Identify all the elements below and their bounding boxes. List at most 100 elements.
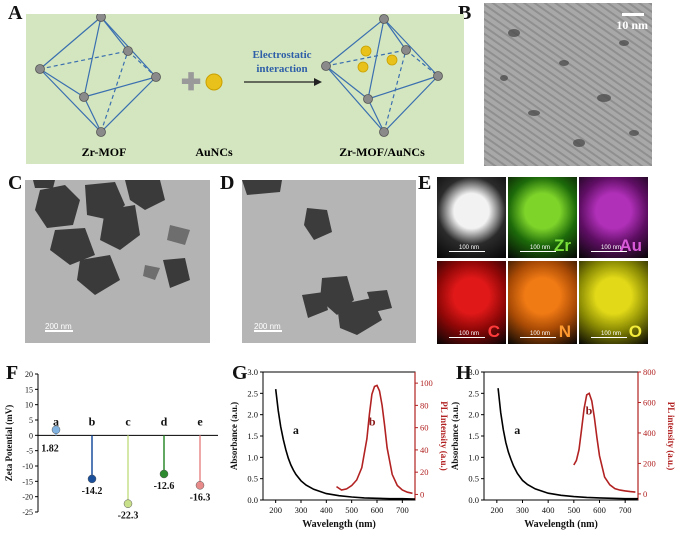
hrtem-texture [484,3,652,166]
bar-marker [51,425,61,435]
y-tick-label: 10 [25,401,33,410]
y-tick-label: 15 [25,385,33,394]
eds-mapping-grid: 100 nm Zr 100 nm Au 100 nm C 100 nm N 10… [437,177,648,344]
panel-label-h: H [456,362,472,384]
zr-mof-nodes [35,12,161,137]
arrow-head-icon [314,78,322,86]
eds-scale-bar [591,251,627,252]
y-tick-label-left: 2.5 [468,388,479,398]
y-axis-label-right: PL Intensity (a.u.) [439,401,449,471]
eds-scale-text: 100 nm [601,245,622,251]
value-label: -16.3 [190,492,211,503]
y-tick-label-right: 80 [420,400,429,410]
absorbance-pl-chart-g: 200 300 400 500 600 700 0.0 0.5 1.0 1.5 2.0 2.5 3.0 0… [229,367,449,530]
y-axis-label: Zeta Potential (mV) [4,405,14,481]
value-label: -22.3 [118,511,139,522]
y-tick-label-left: 3.0 [247,367,258,377]
y-tick-label-left: 0.0 [247,495,258,505]
x-tick-label: 600 [371,505,384,515]
y-tick-label-left: 1.0 [468,452,479,462]
plot-frame [483,371,639,501]
series-label-a: a [293,423,299,437]
eds-tile-label: C [487,322,500,341]
y-tick-label-left: 1.5 [468,431,479,441]
y-tick-label: 5 [29,416,33,425]
series-line-b [336,384,413,495]
zr-mof-label: Zr-MOF [82,145,127,159]
panel-label-d: D [220,172,235,194]
category-label: a [53,414,59,428]
y-tick-label-left: 2.0 [468,410,479,420]
eds-scale-bar [449,337,485,338]
eds-scale-bar [520,251,556,252]
y-tick-label-right: 60 [420,423,429,433]
eds-scale-text: 100 nm [530,331,551,337]
x-tick-label: 400 [320,505,333,515]
y-tick-label-left: 2.5 [247,388,258,398]
eds-tile-label: Au [619,236,642,255]
y-tick-label-right: 100 [420,378,433,388]
eds-scale-bar [520,337,556,338]
x-tick-label: 300 [516,505,529,515]
hrtem-image: 10 nm [484,3,652,166]
y-tick-label: -15 [22,477,33,486]
x-tick-label: 300 [295,505,308,515]
eds-scale-bar [591,337,627,338]
eds-scale-text: 100 nm [459,331,480,337]
zeta-potential-chart: 20 15 10 5 0 -5 -10 -15 -20 -25 Zeta Potential (mV… [4,370,218,522]
panel-label-e: E [418,172,432,194]
x-tick-label: 500 [345,505,358,515]
c-scale-bar [45,330,73,332]
bar-marker [159,469,169,479]
eds-scale-text: 100 nm [601,331,622,337]
product-octahedron [325,18,439,133]
eds-tile-n: N 100 nm [508,261,577,344]
eds-scale-bar [449,251,485,252]
panel-label-f: F [6,362,19,384]
aunc-particle [205,73,223,91]
series-label-b: b [586,404,593,418]
eds-tile-label: N [558,322,571,341]
value-label: -14.2 [82,486,103,497]
d-scale-text: 200 nm [254,322,281,331]
c-scale-text: 200 nm [45,322,72,331]
eds-tile-o: O 100 nm [579,261,648,344]
x-tick-label: 600 [593,505,606,515]
bar-marker [87,474,97,484]
y-axis-label-right: PL intensity (a.u.) [666,402,676,471]
d-scale-bar [254,330,282,332]
y-tick-label-left: 0.5 [468,474,479,484]
absorbance-pl-chart-h: 200 300 400 500 600 700 0.0 0.5 1.0 1.5 2.0 2.5 3.0 0… [450,367,676,530]
arrow-text-line2: interaction [256,63,307,75]
y-tick-label-right: 40 [420,445,429,455]
plus-icon: ✚ [181,70,201,96]
eds-tile-label: Zr [554,236,571,255]
panel-label-a: A [8,2,23,24]
eds-tile-au: Au 100 nm [579,177,648,258]
value-label: -12.6 [154,481,175,492]
schematic-drawing: ✚ Electrostatic interaction Zr-MOF AuNCs… [35,12,443,159]
x-axis-label: Wavelength (nm) [302,519,376,530]
series-label-b: b [369,414,376,428]
x-tick-label: 200 [269,505,282,515]
y-tick-label-left: 3.0 [468,367,479,377]
x-tick-label: 700 [396,505,409,515]
y-tick-label: -5 [26,447,33,456]
panel-label-g: G [232,362,248,384]
product-nodes [321,14,443,137]
bar-marker [123,499,133,508]
tem-d-particles [242,180,392,335]
eds-tile-label: O [628,322,642,341]
x-tick-label: 200 [490,505,503,515]
y-tick-label: -25 [22,508,33,517]
plot-frame [262,371,416,501]
bar-marker [195,481,205,490]
category-label: e [197,414,203,428]
category-label: d [161,414,168,428]
y-tick-label-left: 2.0 [247,410,258,420]
y-tick-label-left: 0.5 [247,474,258,484]
y-tick-label-right: 0 [420,489,424,499]
eds-tile-haadf: 100 nm [437,177,506,258]
eds-scale-text: 100 nm [459,245,480,251]
b-scale-bar [622,13,644,16]
